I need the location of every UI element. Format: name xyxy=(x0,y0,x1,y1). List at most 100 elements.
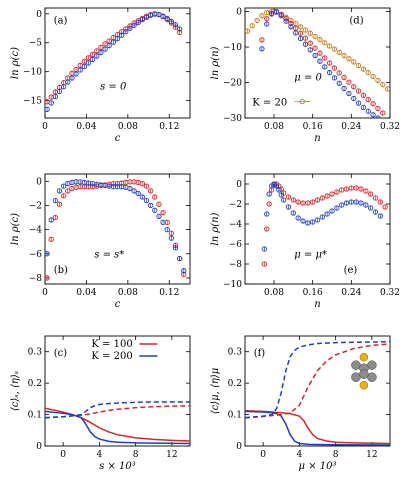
data-point xyxy=(45,106,50,112)
y-tick-label: −8 xyxy=(229,260,243,270)
data-point xyxy=(143,197,150,204)
data-point xyxy=(324,193,330,199)
panel-label: (e) xyxy=(344,265,358,276)
x-tick-label: 0.12 xyxy=(159,288,179,298)
y-tick-label: −2 xyxy=(29,201,42,211)
data-point xyxy=(131,188,137,194)
data-point xyxy=(355,88,362,94)
y-tick-label: −2 xyxy=(229,200,242,210)
data-point xyxy=(164,226,170,233)
data-point xyxy=(302,27,309,33)
data-point xyxy=(48,236,54,242)
plot-frame xyxy=(244,335,391,447)
data-point xyxy=(377,213,383,219)
x-axis-label: s × 10³ xyxy=(99,461,136,472)
data-point xyxy=(314,217,321,223)
data-point xyxy=(355,100,362,106)
data-point xyxy=(334,189,340,195)
data-point xyxy=(312,45,318,51)
data-point xyxy=(245,28,251,34)
data-point xyxy=(73,71,79,77)
data-point xyxy=(85,60,92,66)
x-tick-label: 0.32 xyxy=(380,288,400,298)
data-point xyxy=(329,191,335,197)
data-point xyxy=(288,24,294,30)
data-point xyxy=(106,42,112,49)
panel-annotation: s = 0 xyxy=(100,81,127,92)
plot-frame xyxy=(44,335,191,447)
data-point xyxy=(375,115,381,118)
data-layer xyxy=(45,179,187,281)
data-point xyxy=(336,49,342,56)
y-tick-label: 0 xyxy=(236,180,242,190)
data-point xyxy=(351,59,357,65)
data-point xyxy=(168,18,175,24)
data-point xyxy=(305,200,311,206)
data-point xyxy=(346,90,352,97)
data-point xyxy=(283,18,289,24)
y-tick-label: 0 xyxy=(36,177,42,187)
data-point xyxy=(382,204,388,210)
data-point xyxy=(278,192,284,198)
data-point xyxy=(322,64,328,70)
x-tick-label: 0 xyxy=(42,122,48,132)
y-tick-label: −4 xyxy=(29,226,43,236)
data-point xyxy=(259,37,265,43)
data-point xyxy=(285,194,292,200)
data-point xyxy=(254,17,260,24)
panel-label: (c) xyxy=(54,348,68,359)
data-point xyxy=(264,9,270,16)
data-point xyxy=(307,47,313,53)
y-tick-label: −6 xyxy=(29,250,43,260)
data-point xyxy=(139,16,146,23)
data-point xyxy=(380,110,386,116)
panel-annotation: s = s* xyxy=(94,250,124,261)
data-point xyxy=(302,35,309,41)
data-point xyxy=(370,112,376,118)
x-tick-label: 0.24 xyxy=(341,122,361,132)
data-point xyxy=(98,49,104,56)
data-point xyxy=(60,84,67,90)
x-tick-label: 4 xyxy=(97,450,103,460)
data-point xyxy=(317,58,323,64)
y-tick-label: −10 xyxy=(223,43,242,53)
x-tick-label: 8 xyxy=(133,450,139,460)
data-point xyxy=(139,194,146,200)
x-tick-label: 0.12 xyxy=(159,122,179,132)
data-point xyxy=(355,62,362,69)
data-point xyxy=(326,43,333,49)
data-point xyxy=(181,268,187,274)
data-point xyxy=(172,22,179,28)
data-point xyxy=(273,9,280,15)
panel-annotation: μ = 0 xyxy=(294,73,322,84)
y-axis-label: ⟨c⟩ₛ, ⟨η⟩ₛ xyxy=(10,371,21,411)
data-point xyxy=(168,235,175,241)
y-tick-label: 0 xyxy=(236,8,242,18)
data-point xyxy=(266,201,272,207)
data-point xyxy=(375,105,381,112)
data-point xyxy=(135,19,141,26)
panel-a: 0 0.04 0.08 0.12 0 −5 −10 −15 c ln ρ(c) (a) s = 0 xyxy=(10,7,191,144)
data-point xyxy=(322,40,328,46)
data-point xyxy=(259,46,265,52)
x-tick-label: 4 xyxy=(297,450,303,460)
data-layer xyxy=(261,181,388,267)
x-axis-label: n xyxy=(314,133,320,144)
y-axis-label: ln ρ(c) xyxy=(10,47,21,79)
data-point xyxy=(176,26,183,32)
plot-frame xyxy=(244,7,391,119)
atom-gray xyxy=(367,372,377,382)
x-tick-label: 0 xyxy=(42,288,48,298)
data-point xyxy=(94,53,100,59)
y-tick-label: −20 xyxy=(223,79,242,89)
data-layer xyxy=(245,340,390,446)
data-point xyxy=(339,187,345,193)
data-point xyxy=(305,220,311,226)
data-point xyxy=(123,29,129,35)
data-point xyxy=(290,197,296,203)
data-point xyxy=(56,201,63,207)
data-point xyxy=(297,24,304,30)
data-point xyxy=(331,75,338,81)
data-point xyxy=(302,41,309,47)
data-point xyxy=(353,199,359,205)
